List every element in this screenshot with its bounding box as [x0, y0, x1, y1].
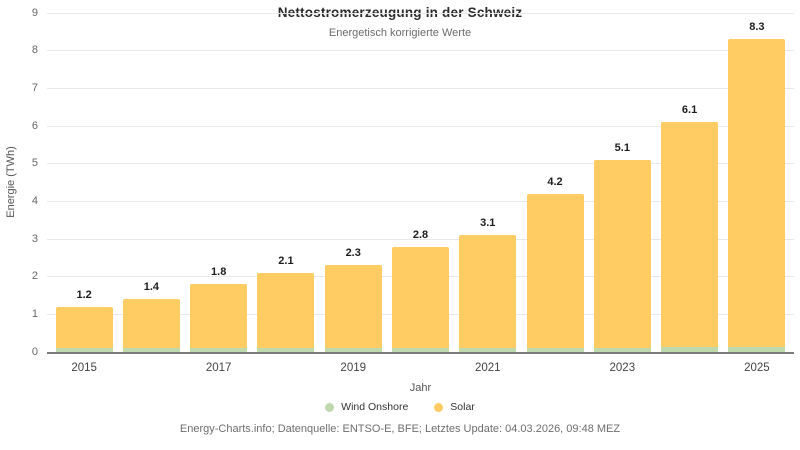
bar-value-label: 3.1: [480, 217, 496, 230]
bar-value-label: 1.2: [76, 288, 92, 301]
y-tick-label: 6: [31, 119, 38, 132]
y-tick-label: 3: [31, 232, 38, 245]
x-tick-label: 2015: [71, 362, 97, 374]
bar-segment-solar[interactable]: [661, 122, 719, 348]
legend-color-dot-icon: [325, 402, 335, 412]
bar-segment-solar[interactable]: [459, 235, 517, 349]
x-tick-label: 2021: [474, 362, 501, 374]
bar-segment-wind-onshore[interactable]: [459, 348, 517, 352]
bar-value-label: 1.4: [143, 281, 160, 294]
bar-value-label: 2.1: [278, 254, 294, 267]
bar-segment-solar[interactable]: [55, 306, 113, 349]
gridline: [47, 163, 794, 165]
y-tick-label: 2: [31, 270, 38, 283]
gridline: [47, 200, 794, 202]
bar-segment-wind-onshore[interactable]: [728, 347, 786, 352]
x-tick-label: 2025: [744, 362, 770, 374]
y-tick-label: 0: [31, 345, 38, 358]
bar-segment-solar[interactable]: [257, 272, 315, 349]
y-tick-label: 8: [31, 44, 38, 57]
bar-segment-wind-onshore[interactable]: [324, 348, 382, 352]
gridline: [47, 50, 794, 52]
plot-area: 1.2 1.4 1.8 2.1 2.3 2.8 3.1 4.2 5.1 6.1 8.3: [47, 12, 794, 354]
gridline: [47, 238, 794, 240]
bar-2016[interactable]: [122, 299, 180, 352]
x-axis-line: [47, 352, 794, 354]
gridline: [47, 12, 794, 14]
bar-segment-wind-onshore[interactable]: [593, 348, 651, 352]
legend: Wind Onshore Solar: [0, 401, 800, 413]
bar-2022[interactable]: [526, 193, 584, 352]
bar-segment-solar[interactable]: [526, 193, 584, 349]
x-tick-label: 2019: [340, 362, 367, 374]
bar-segment-wind-onshore[interactable]: [190, 348, 248, 352]
bar-segment-wind-onshore[interactable]: [257, 348, 315, 352]
bar-segment-wind-onshore[interactable]: [55, 348, 113, 352]
bar-value-label: 5.1: [614, 141, 630, 154]
bar-2023[interactable]: [593, 159, 651, 352]
bar-value-label: 1.8: [211, 266, 227, 279]
gridline: [47, 87, 794, 89]
y-tick-label: 5: [31, 157, 38, 170]
bar-segment-wind-onshore[interactable]: [661, 347, 719, 352]
bar-segment-solar[interactable]: [392, 246, 449, 349]
x-tick-label: 2023: [609, 362, 636, 374]
legend-color-dot-icon: [434, 402, 444, 412]
bar-segment-solar[interactable]: [190, 284, 248, 349]
legend-item-wind-onshore[interactable]: Wind Onshore: [325, 401, 408, 413]
bar-segment-wind-onshore[interactable]: [122, 348, 180, 352]
bar-value-label: 4.2: [547, 175, 563, 188]
bar-2017[interactable]: [190, 284, 248, 352]
chart-subtitle: Energetisch korrigierte Werte: [328, 27, 472, 39]
bar-value-label: 2.8: [412, 228, 429, 241]
legend-label: Wind Onshore: [341, 401, 409, 413]
bar-segment-solar[interactable]: [728, 39, 786, 348]
attribution-footer: Energy-Charts.info; Datenquelle: ENTSO-E…: [179, 423, 621, 435]
y-tick-label: 1: [31, 307, 38, 320]
bar-segment-wind-onshore[interactable]: [392, 348, 449, 352]
bar-2019[interactable]: [324, 265, 382, 352]
bar-2025[interactable]: [728, 39, 786, 352]
bar-segment-solar[interactable]: [122, 299, 180, 349]
y-tick-label: 7: [31, 81, 38, 94]
y-tick-label: 4: [31, 194, 38, 207]
bar-2024[interactable]: [661, 122, 719, 352]
bar-segment-solar[interactable]: [593, 159, 651, 349]
x-axis-tick-labels: 2015 2017 2019 2021 2023 2025: [47, 362, 794, 376]
y-tick-label: 9: [31, 6, 38, 19]
bar-2015[interactable]: [55, 306, 113, 352]
bar-2020[interactable]: [392, 246, 449, 352]
bar-segment-wind-onshore[interactable]: [526, 348, 584, 352]
legend-label: Solar: [450, 401, 475, 413]
bar-2021[interactable]: [459, 235, 517, 352]
legend-item-solar[interactable]: Solar: [434, 401, 475, 413]
bar-value-label: 2.3: [345, 247, 361, 260]
y-axis-tick-labels: 0 1 2 3 4 5 6 7 8 9: [0, 7, 38, 358]
bar-value-label: 8.3: [749, 21, 765, 34]
bar-2018[interactable]: [257, 272, 315, 352]
bar-value-label: 6.1: [681, 104, 698, 117]
x-tick-label: 2017: [205, 362, 232, 374]
bar-segment-solar[interactable]: [324, 265, 382, 349]
x-axis-title: Jahr: [409, 382, 432, 394]
gridline: [47, 125, 794, 127]
